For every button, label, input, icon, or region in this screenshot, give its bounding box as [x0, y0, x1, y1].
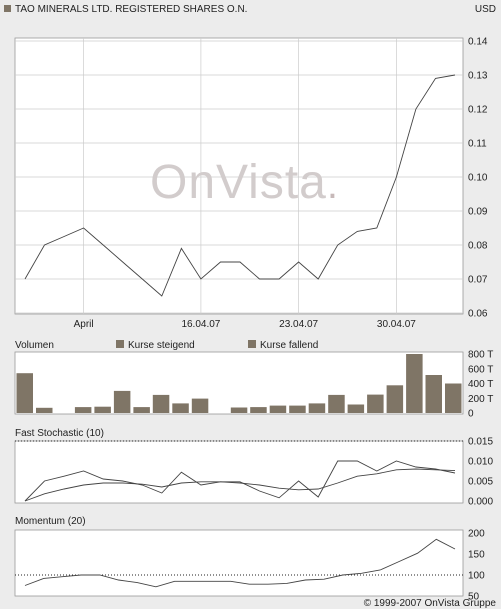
volume-bar [406, 354, 423, 413]
stochastic-fast-line [24, 460, 456, 502]
volume-bar [347, 404, 365, 413]
price-ytick-label: 0.07 [468, 275, 488, 286]
stochastic-panel [14, 440, 464, 504]
volume-bar [250, 407, 267, 413]
momentum-ytick-label: 50 [468, 592, 480, 603]
volume-bars [16, 354, 462, 413]
price-ytick-label: 0.11 [468, 139, 487, 150]
volume-bar [425, 375, 442, 413]
stochastic-label: Fast Stochastic (10) [15, 428, 104, 439]
volume-bar [172, 403, 189, 413]
price-ytick-label: 0.10 [468, 173, 488, 184]
price-line [24, 74, 456, 297]
price-ytick-label: 0.12 [468, 105, 488, 116]
price-ytick-label: 0.06 [468, 309, 488, 320]
stochastic-ytick-label: 0.015 [468, 437, 493, 448]
momentum-line [24, 538, 456, 588]
volume-bar [445, 383, 462, 413]
copyright: © 1999-2007 OnVista Gruppe [364, 598, 497, 609]
title-icon [4, 5, 11, 12]
momentum-label: Momentum (20) [15, 516, 86, 527]
price-xtick-label: 30.04.07 [377, 319, 416, 330]
momentum-ytick-label: 100 [468, 571, 485, 582]
watermark-dot: . [327, 163, 339, 207]
price-grid [15, 38, 463, 314]
legend-down-swatch [248, 340, 256, 348]
momentum-axis-y: 50 100 150 200 [468, 529, 485, 603]
momentum-panel [14, 529, 464, 597]
volume-ytick-label: 400 T [468, 379, 493, 390]
volume-label: Volumen [15, 340, 54, 351]
volume-bar [308, 403, 326, 413]
volume-ytick-label: 0 [468, 409, 474, 420]
volume-bar [191, 398, 209, 413]
price-panel [14, 37, 464, 315]
price-ytick-label: 0.14 [468, 37, 488, 48]
stochastic-slow-line [24, 468, 456, 502]
price-axis-y: 0.06 0.07 0.08 0.09 0.10 0.11 0.12 0.13 0.14 [468, 37, 488, 320]
volume-bar [289, 405, 306, 413]
volume-bar [94, 406, 111, 413]
volume-ytick-label: 600 T [468, 364, 493, 375]
volume-bar [367, 394, 384, 413]
chart-title: TAO MINERALS LTD. REGISTERED SHARES O.N. [15, 4, 247, 15]
volume-ytick-label: 200 T [468, 394, 493, 405]
momentum-ytick-label: 200 [468, 529, 485, 540]
stochastic-ytick-label: 0.005 [468, 477, 493, 488]
stochastic-axis-y: 0.000 0.005 0.010 0.015 [468, 437, 493, 508]
price-axis-x: April 16.04.07 23.04.07 30.04.07 [74, 319, 417, 330]
legend-up-label: Kurse steigend [128, 340, 195, 351]
volume-bar [74, 407, 92, 413]
volume-bar [133, 407, 150, 413]
price-ytick-label: 0.13 [468, 71, 488, 82]
volume-bar [16, 373, 33, 413]
price-ytick-label: 0.09 [468, 207, 488, 218]
volume-bar [152, 394, 170, 413]
volume-bar [230, 407, 248, 413]
volume-ytick-label: 800 T [468, 350, 493, 361]
price-xtick-label: 16.04.07 [181, 319, 220, 330]
currency-label: USD [475, 4, 496, 15]
volume-axis-y: 0 200 T 400 T 600 T 800 T [468, 350, 493, 420]
volume-bar [386, 385, 404, 413]
stochastic-ytick-label: 0.010 [468, 457, 493, 468]
momentum-ytick-label: 150 [468, 550, 485, 561]
price-xtick-label: April [74, 319, 94, 330]
watermark-brand: OnVista [150, 156, 327, 209]
volume-bar [113, 390, 131, 413]
volume-bar [328, 394, 345, 413]
watermark: OnVista. [150, 156, 339, 209]
legend-down-label: Kurse fallend [260, 340, 318, 351]
legend-up-swatch [116, 340, 124, 348]
volume-bar [269, 405, 287, 413]
stochastic-ytick-label: 0.000 [468, 497, 493, 508]
price-ytick-label: 0.08 [468, 241, 488, 252]
volume-bar [36, 407, 53, 413]
price-xtick-label: 23.04.07 [279, 319, 318, 330]
